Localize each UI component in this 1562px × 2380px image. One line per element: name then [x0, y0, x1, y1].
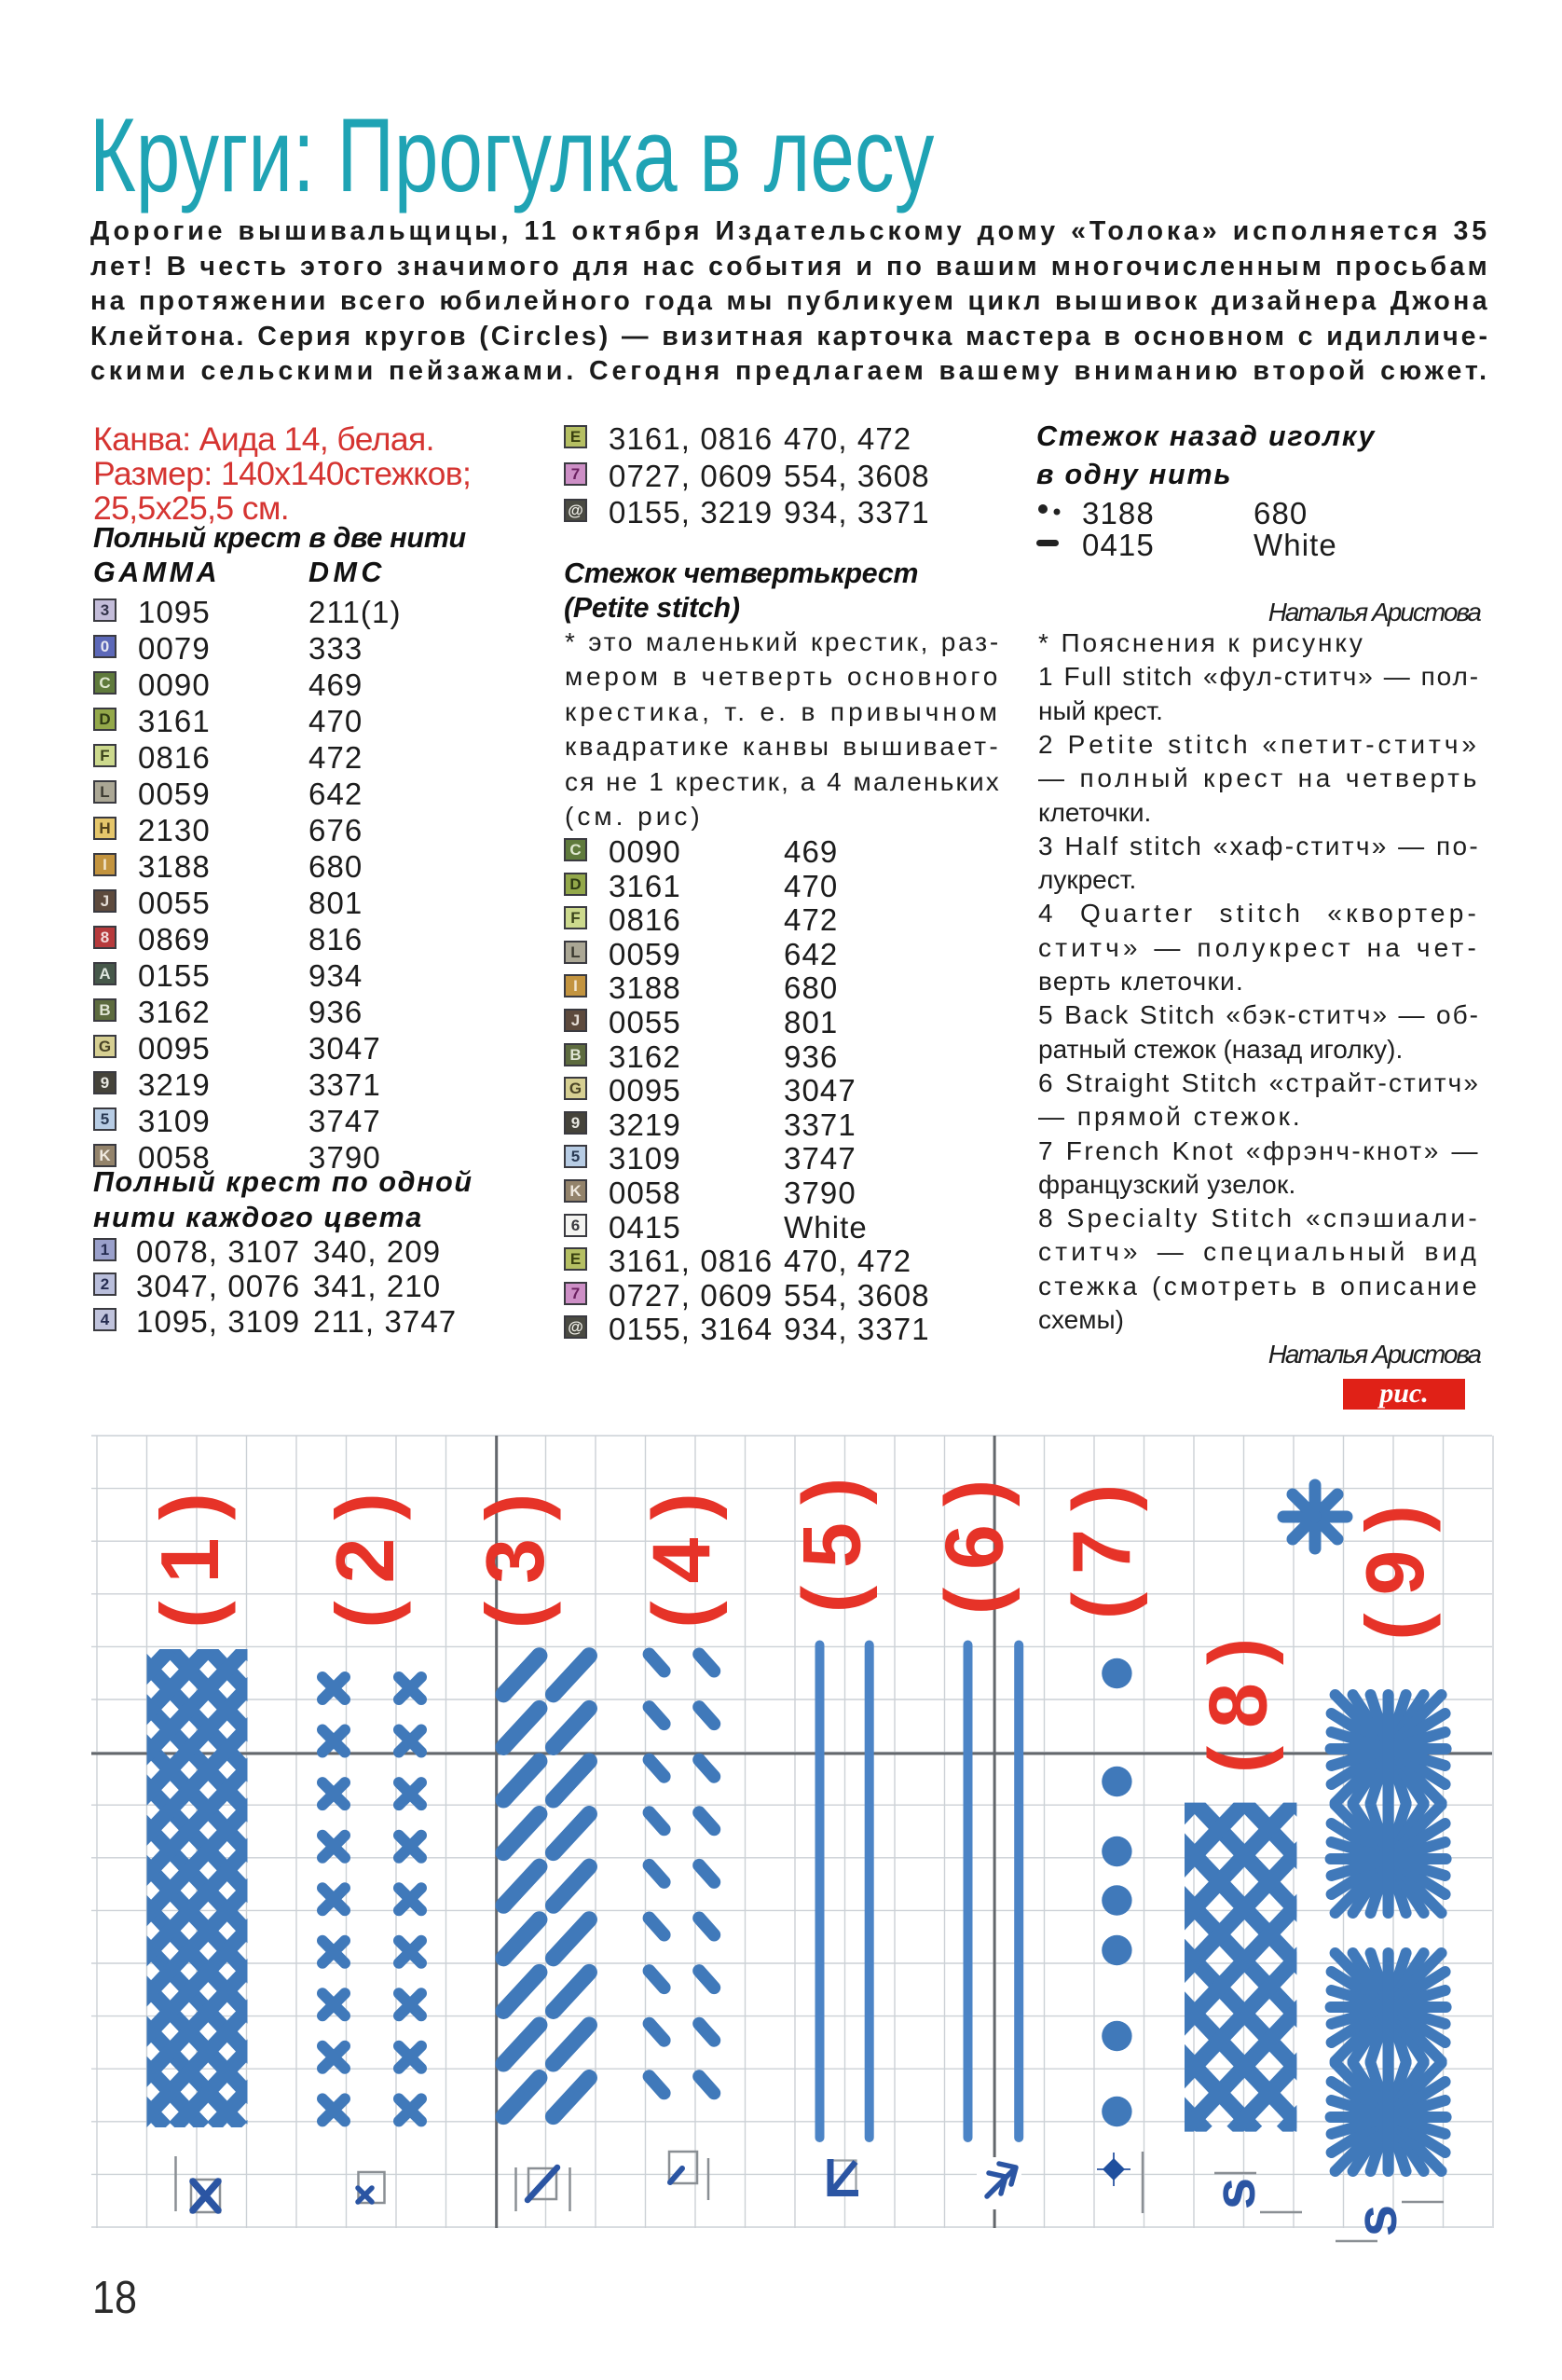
svg-text:(1): (1) — [144, 1475, 236, 1629]
svg-text:(8): (8) — [1192, 1620, 1284, 1774]
svg-text:(3): (3) — [469, 1476, 561, 1630]
svg-text:(2): (2) — [319, 1475, 411, 1629]
svg-text:s: s — [1203, 2178, 1267, 2209]
svg-text:(4): (4) — [636, 1475, 728, 1629]
svg-text:(7): (7) — [1056, 1466, 1148, 1620]
svg-text:(5): (5) — [786, 1460, 878, 1614]
svg-text:s: s — [1345, 2205, 1409, 2236]
svg-text:(6): (6) — [928, 1462, 1021, 1616]
svg-text:(9): (9) — [1349, 1487, 1441, 1641]
